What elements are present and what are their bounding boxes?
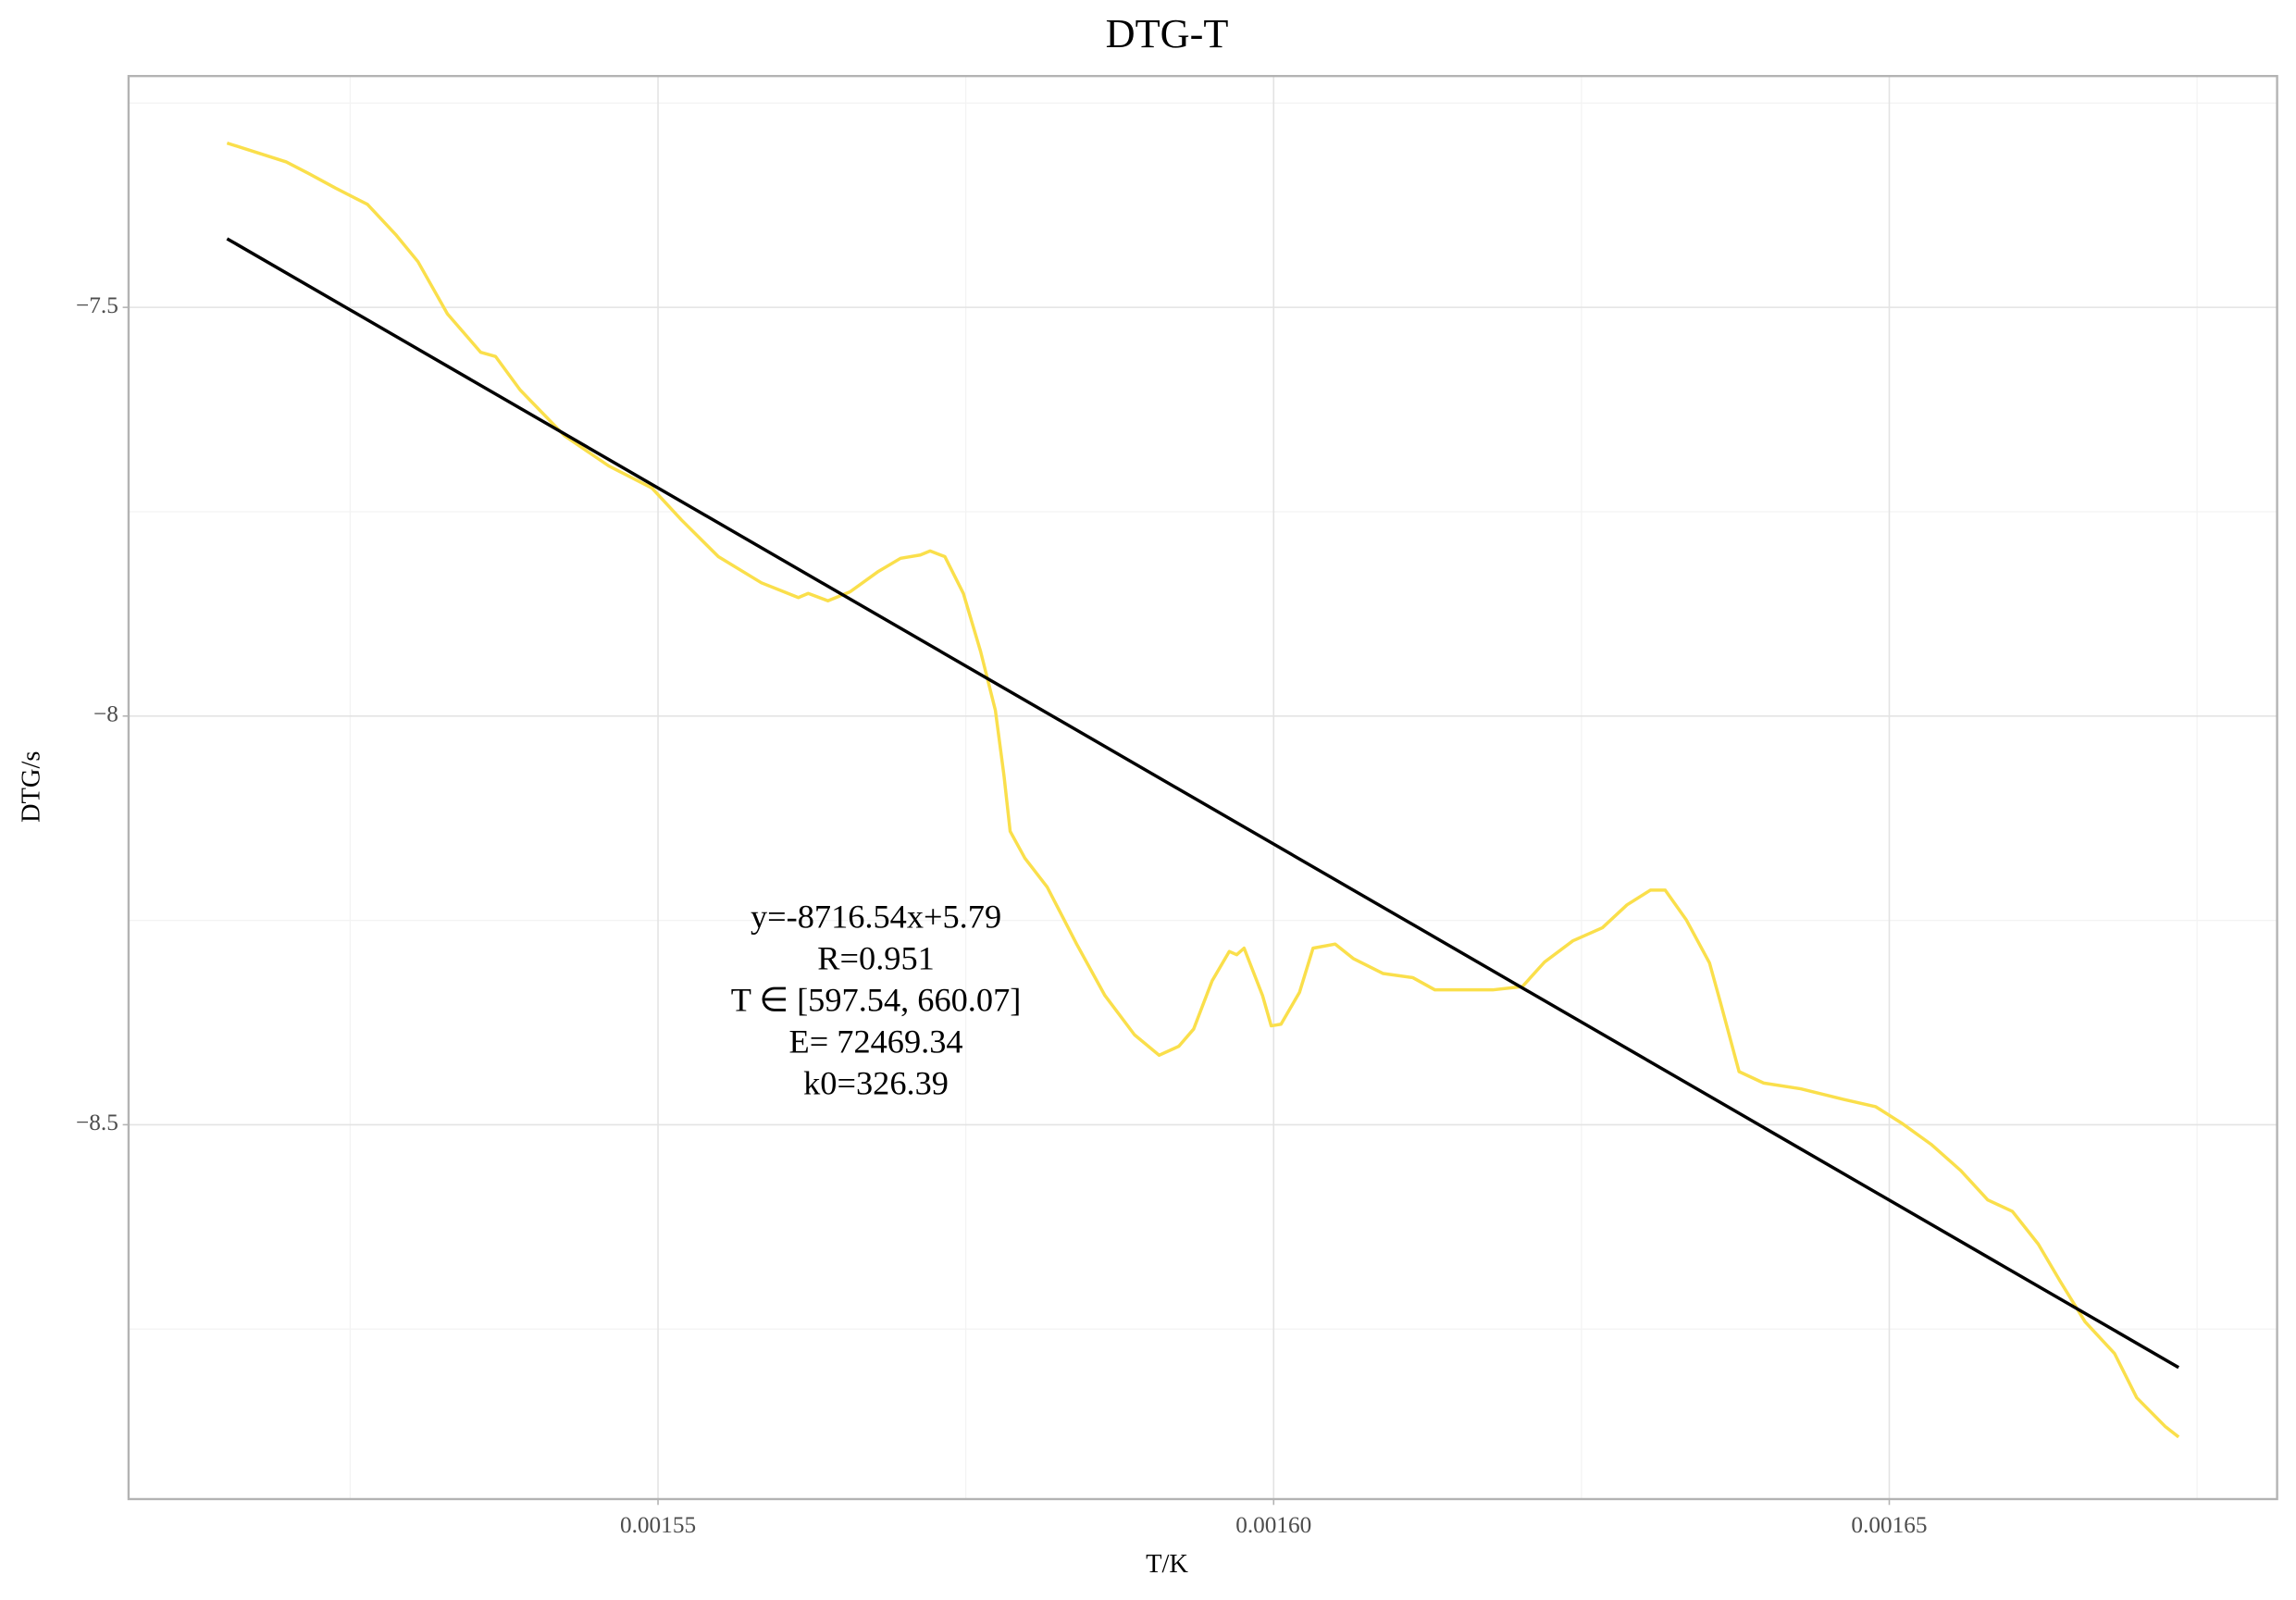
y-axis-label: DTG/s xyxy=(18,751,46,823)
x-tick-label: 0.00165 xyxy=(1851,1512,1927,1538)
x-axis-label: T/K xyxy=(1146,1550,1188,1579)
plot-panel xyxy=(128,76,2277,1499)
x-tick-label: 0.00155 xyxy=(620,1512,696,1538)
data-line xyxy=(226,141,2180,1439)
annotation: E= 72469.34 xyxy=(788,1023,962,1060)
annotation: R=0.951 xyxy=(817,939,935,976)
annotation: y=-8716.54x+5.79 xyxy=(751,898,1001,935)
x-tick-label: 0.00160 xyxy=(1235,1512,1311,1538)
y-tick-label: −8 xyxy=(93,701,118,727)
y-tick-label: −7.5 xyxy=(76,292,118,318)
y-tick-label: −8.5 xyxy=(76,1110,118,1135)
annotation: k0=326.39 xyxy=(803,1065,949,1102)
chart-title: DTG-T xyxy=(1106,11,1229,56)
plot-border xyxy=(127,74,2278,1501)
data-line xyxy=(226,237,2180,1370)
annotation: T ∈ [597.54, 660.07] xyxy=(731,982,1022,1019)
